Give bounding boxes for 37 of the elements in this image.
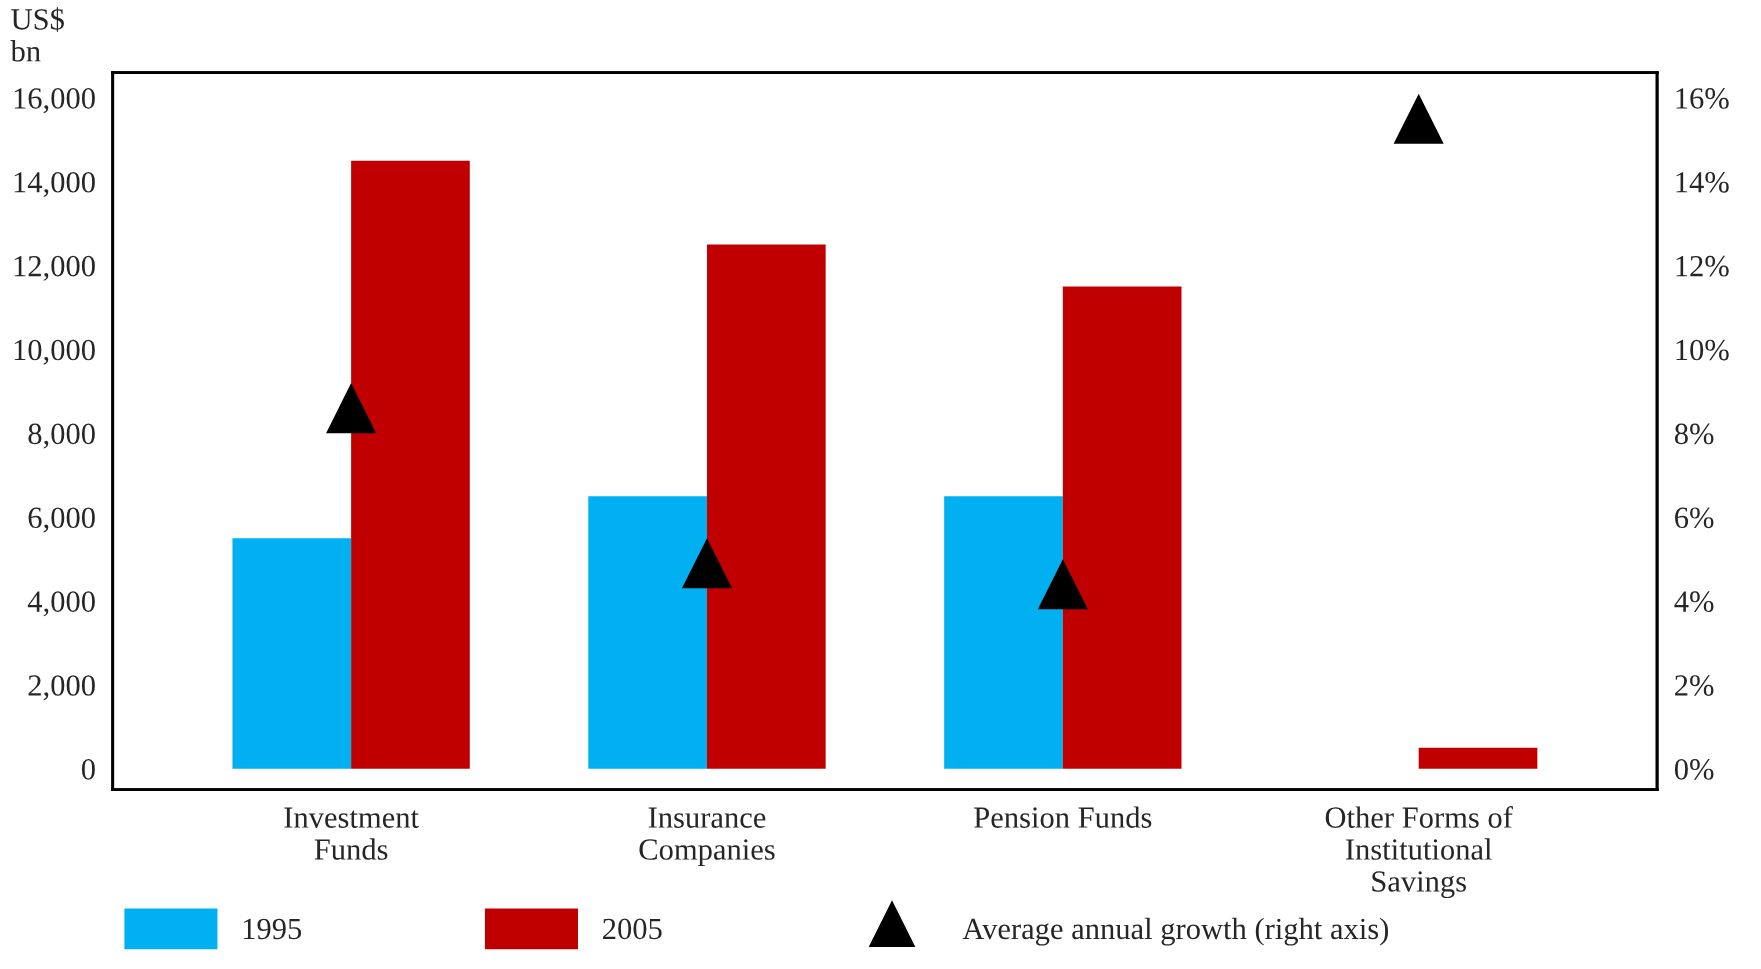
y2-tick-label: 2% xyxy=(1675,675,1714,696)
y2-tick-label: 6% xyxy=(1675,507,1714,529)
point xyxy=(1037,559,1088,610)
x-tick-label: Investment Funds xyxy=(284,807,419,860)
bar xyxy=(706,244,826,769)
x-tick-label: Pension Funds xyxy=(974,806,1152,828)
legend-label: Average annual growth (right axis) xyxy=(962,917,1389,946)
point xyxy=(681,538,733,589)
y2-tick-label: 8% xyxy=(1674,423,1714,445)
legend-label: 2005 xyxy=(603,918,662,940)
bar xyxy=(944,496,1063,769)
y-tick-label: 14,000 xyxy=(14,171,95,197)
point xyxy=(1393,93,1444,144)
y-tick-label: 2,000 xyxy=(28,675,95,701)
y-tick-label: 6,000 xyxy=(28,507,95,533)
y-tick-label: 16,000 xyxy=(14,88,95,114)
x-tick-label: Other Forms of Institutional Savings xyxy=(1325,806,1513,899)
y2-tick-label: 0% xyxy=(1674,759,1714,780)
point xyxy=(326,383,377,434)
bar xyxy=(1062,286,1182,769)
y-tick-label: 4,000 xyxy=(27,591,95,617)
y2-tick-label: 16% xyxy=(1676,88,1729,109)
y2-tick-label: 14% xyxy=(1676,171,1729,193)
y-axis-title: US$ bn xyxy=(10,7,64,62)
y2-tick-label: 4% xyxy=(1674,591,1714,613)
bar xyxy=(351,160,470,769)
legend-label: 1995 xyxy=(243,918,302,940)
y-tick-label: 8,000 xyxy=(28,423,95,449)
y-tick-label: 0 xyxy=(81,759,95,780)
y-tick-label: 10,000 xyxy=(14,339,95,365)
x-tick-label: Insurance Companies xyxy=(639,807,775,867)
y2-tick-label: 10% xyxy=(1676,339,1729,361)
bar xyxy=(232,538,352,769)
bar xyxy=(1418,747,1538,769)
bar xyxy=(588,496,707,769)
y2-tick-label: 12% xyxy=(1676,255,1729,277)
y-tick-label: 12,000 xyxy=(14,255,95,281)
